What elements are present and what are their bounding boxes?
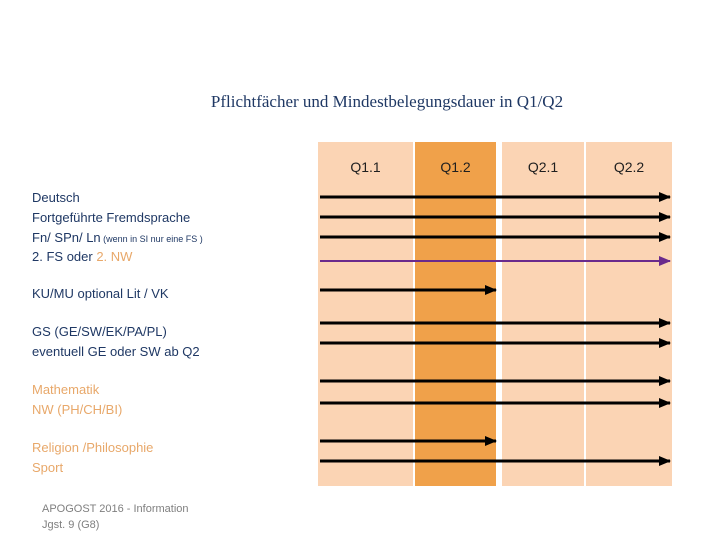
footer-line-1: APOGOST 2016 - Information [42, 503, 189, 515]
footer-line-2: Jgst. 9 (G8) [42, 519, 100, 531]
column-q1-1 [318, 142, 413, 486]
label-fn-main: Fn/ SPn/ Ln [32, 230, 101, 245]
page-title: Pflichtfächer und Mindestbelegungsdauer … [210, 92, 564, 111]
label-gs-note: eventuell GE oder SW ab Q2 [32, 344, 200, 359]
label-sport: Sport [32, 460, 64, 475]
column-q1-2 [415, 142, 496, 486]
column-header-q1-2: Q1.2 [440, 159, 471, 175]
label-fremdsprache: Fortgeführte Fremdsprache [32, 210, 191, 225]
footer: APOGOST 2016 - Information Jgst. 9 (G8) [42, 501, 189, 533]
label-2nw: 2. NW [96, 249, 133, 264]
label-oder: oder [63, 249, 97, 264]
column-header-q2-2: Q2.2 [614, 159, 645, 175]
label-gs: GS (GE/SW/EK/PA/PL) [32, 324, 167, 339]
label-fn-spn-ln: Fn/ SPn/ Ln (wenn in SI nur eine FS ) [32, 228, 203, 249]
column-q2-1 [502, 142, 584, 486]
column-header-q1-1: Q1.1 [350, 159, 381, 175]
column-q2-2 [586, 142, 672, 486]
label-deutsch: Deutsch [32, 190, 80, 205]
label-fn-note: (wenn in SI nur eine FS ) [100, 234, 203, 244]
label-religion: Religion /Philosophie [32, 440, 154, 455]
label-nw: NW (PH/CH/BI) [32, 402, 123, 417]
column-header-q2-1: Q2.1 [528, 159, 559, 175]
label-2fs: 2. FS [32, 249, 64, 264]
label-2fs-oder-2nw: 2. FS oder 2. NW [32, 247, 132, 267]
label-mathematik: Mathematik [32, 382, 100, 397]
label-kumu: KU/MU optional Lit / VK [32, 286, 169, 301]
